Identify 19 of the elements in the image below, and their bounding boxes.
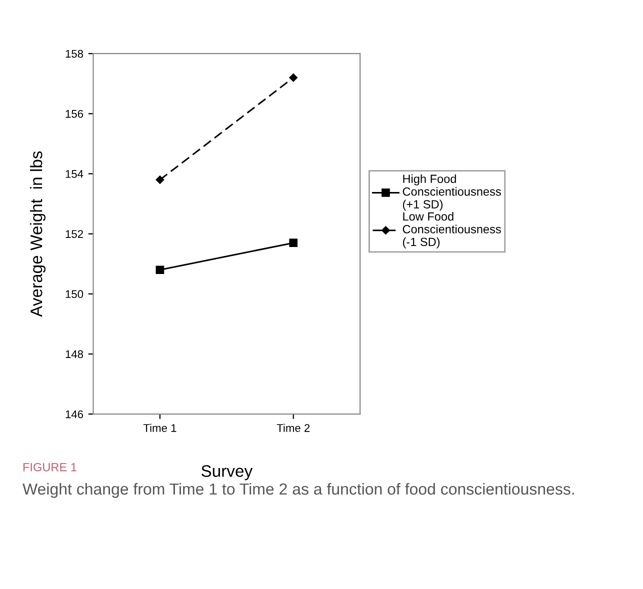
y-tick-label: 152	[66, 230, 83, 238]
y-tick-label: 156	[66, 110, 84, 118]
y-tick-label: 158	[66, 50, 84, 58]
point	[156, 176, 164, 184]
point	[289, 74, 298, 82]
point	[156, 266, 164, 274]
y-tick-label: 150	[66, 290, 84, 298]
legend-label: Low Food Conscientiousness (-1 SD)	[402, 212, 501, 248]
x-tick-label: Time 1	[143, 424, 176, 432]
text: Weight change from Time 1 to Time 2 as a function of food conscientiousness.	[22, 482, 574, 498]
caption: FIGURE 1	[23, 462, 76, 472]
point	[289, 238, 298, 248]
x-axis-title: Survey	[201, 465, 253, 480]
y-axis-title: Average Weight in lbs	[30, 151, 46, 317]
y-tick-label: 146	[66, 410, 84, 418]
x-tick-label: Time 2	[276, 424, 310, 432]
legend-label: High Food Conscientiousness (+1 SD)	[402, 174, 501, 211]
y-tick-label: 148	[66, 350, 84, 358]
y-tick-label: 154	[66, 170, 84, 178]
